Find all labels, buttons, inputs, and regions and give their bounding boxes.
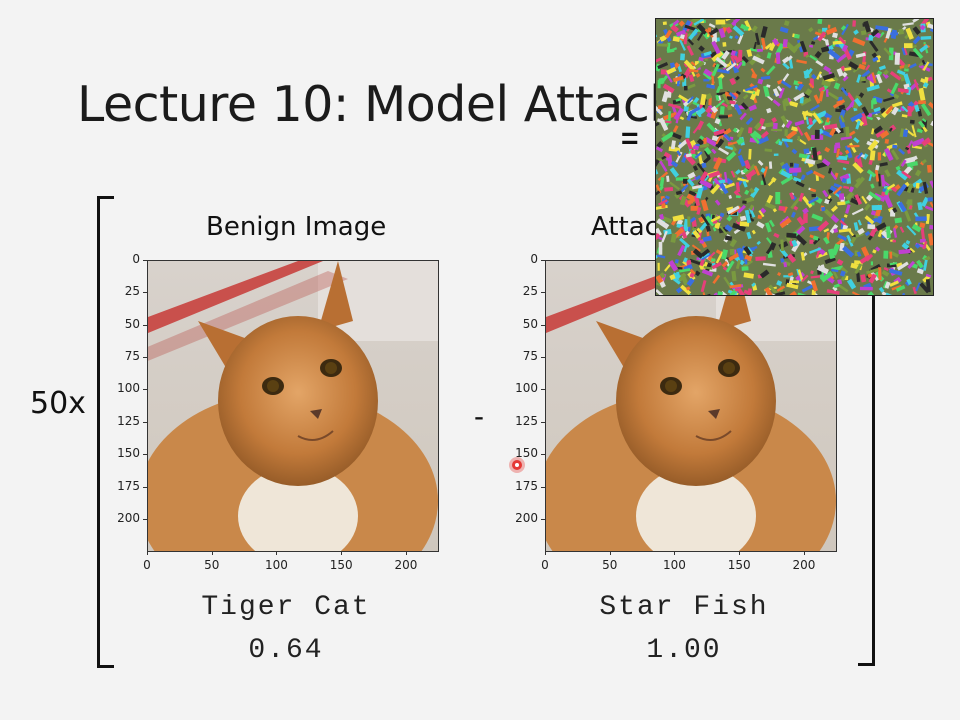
attacked-y-tick-label: 125 — [515, 413, 538, 428]
attacked-x-tick-label: 50 — [602, 558, 618, 572]
benign-y-tick-mark — [143, 486, 147, 488]
attacked-y-tick-mark — [541, 357, 545, 359]
benign-image-title: Benign Image — [206, 212, 387, 242]
right-bracket — [858, 290, 875, 666]
benign-y-tick-mark — [143, 454, 147, 456]
benign-x-tick-mark — [147, 551, 148, 555]
adversarial-perturbation-image — [655, 18, 934, 296]
attacked-y-tick-label: 100 — [515, 381, 538, 396]
attacked-x-tick-mark — [739, 551, 741, 555]
benign-x-tick-mark — [276, 551, 278, 555]
attacked-y-tick-mark — [541, 486, 545, 488]
attacked-cat-image — [545, 260, 837, 552]
attacked-x-tick-mark — [674, 551, 676, 555]
attacked-class-label: Star Fish — [599, 592, 769, 623]
benign-y-tick-mark — [143, 324, 147, 326]
attacked-y-tick-mark — [541, 421, 545, 423]
benign-x-tick-mark — [405, 551, 407, 555]
benign-y-tick-mark — [143, 357, 147, 359]
benign-y-tick-mark — [143, 518, 147, 520]
benign-y-tick-label: 100 — [117, 381, 140, 396]
benign-confidence: 0.64 — [248, 635, 324, 666]
equals-operator: = — [621, 122, 639, 155]
left-bracket — [97, 196, 114, 668]
benign-x-tick-label: 100 — [265, 558, 288, 572]
benign-x-tick-mark — [211, 551, 213, 555]
benign-x-tick-label: 150 — [329, 558, 353, 572]
benign-cat-image — [147, 260, 439, 552]
attacked-y-tick-mark — [541, 324, 545, 326]
benign-x-tick-mark — [341, 551, 343, 555]
attacked-x-tick-label: 150 — [727, 558, 751, 572]
benign-class-label: Tiger Cat — [201, 592, 371, 623]
attacked-x-tick-label: 200 — [792, 558, 816, 572]
attacked-y-tick-label: 50 — [522, 316, 538, 331]
benign-y-tick-label: 50 — [124, 316, 140, 331]
benign-y-tick-mark — [143, 389, 147, 391]
benign-x-tick-label: 0 — [143, 558, 151, 572]
attacked-y-tick-mark — [541, 292, 545, 294]
cursor-pointer — [512, 460, 522, 470]
attacked-y-tick-mark — [541, 454, 545, 456]
benign-y-tick-mark — [143, 292, 147, 294]
benign-y-tick-label: 75 — [124, 349, 140, 364]
benign-y-tick-mark — [143, 421, 147, 423]
attacked-y-tick-label: 25 — [522, 284, 538, 299]
benign-y-tick-label: 0 — [132, 252, 140, 266]
attacked-confidence: 1.00 — [646, 635, 722, 666]
slide-title: Lecture 10: Model Attack — [77, 76, 678, 133]
benign-y-tick-label: 175 — [117, 478, 140, 493]
attacked-y-tick-label: 0 — [530, 252, 538, 266]
minus-operator: - — [474, 400, 484, 433]
attacked-y-tick-label: 200 — [515, 510, 538, 525]
attacked-y-tick-mark — [541, 389, 545, 391]
attacked-y-tick-label: 75 — [522, 349, 538, 364]
benign-y-tick-mark — [143, 260, 147, 261]
attacked-y-tick-mark — [541, 260, 545, 261]
benign-x-tick-label: 200 — [394, 558, 418, 572]
multiplier-label: 50x — [30, 386, 86, 421]
benign-x-tick-label: 50 — [204, 558, 220, 572]
attacked-x-tick-mark — [545, 551, 546, 555]
attacked-x-tick-label: 100 — [663, 558, 686, 572]
attacked-y-tick-label: 175 — [515, 478, 538, 493]
benign-y-tick-label: 200 — [117, 510, 140, 525]
benign-y-tick-label: 150 — [117, 446, 140, 461]
attacked-y-tick-label: 150 — [515, 446, 538, 461]
attacked-x-tick-mark — [609, 551, 611, 555]
attacked-x-tick-label: 0 — [541, 558, 549, 572]
attacked-y-tick-mark — [541, 518, 545, 520]
benign-y-tick-label: 25 — [124, 284, 140, 299]
attacked-x-tick-mark — [803, 551, 805, 555]
benign-y-tick-label: 125 — [117, 413, 140, 428]
